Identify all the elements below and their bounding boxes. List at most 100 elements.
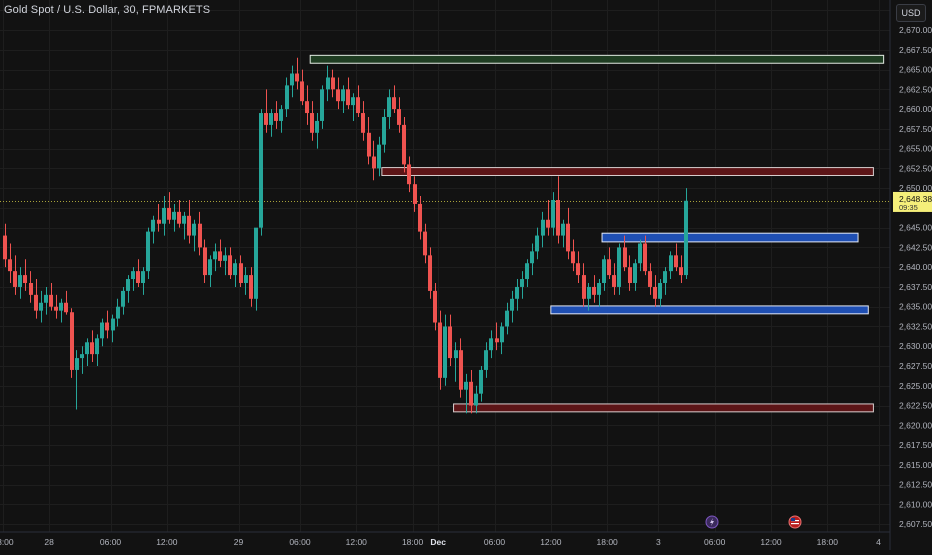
time-tick-label: 06:00 (100, 537, 122, 547)
candle-body (326, 77, 330, 90)
candle-body (623, 247, 627, 268)
candle-body (351, 97, 355, 106)
time-tick-label: 12:00 (540, 537, 562, 547)
candle-body (264, 113, 268, 125)
candle-body (566, 223, 570, 252)
candle-body (479, 369, 483, 394)
candle-body (111, 318, 115, 331)
candle-body (254, 227, 258, 299)
price-tick-label: 2,625.00 (899, 381, 932, 391)
candle-body (208, 259, 212, 276)
candle-body (315, 120, 319, 133)
time-tick-label: 06:00 (289, 537, 311, 547)
price-tick-label: 2,660.00 (899, 104, 932, 114)
time-tick-label: 12:00 (156, 537, 178, 547)
candle-body (59, 302, 63, 311)
candle-body (13, 271, 17, 287)
candle-body (228, 255, 232, 276)
candle-body (582, 275, 586, 299)
candle-body (617, 247, 621, 287)
candle-body (418, 203, 422, 232)
candle-body (367, 132, 371, 157)
candle-body (39, 302, 43, 311)
time-tick-label: 3 (656, 537, 661, 547)
candle-body (177, 211, 181, 224)
time-tick-label: 18:00 (817, 537, 839, 547)
candle-body (187, 215, 191, 236)
candle-body (341, 89, 345, 102)
candle-body (500, 326, 504, 343)
time-tick-label: 28 (44, 537, 54, 547)
candle-body (423, 231, 427, 256)
candle-body (198, 223, 202, 248)
demand-zone-lower[interactable] (550, 305, 869, 315)
candle-body (295, 73, 299, 82)
candle-body (131, 271, 135, 280)
candle-body (331, 77, 335, 90)
candle-body (218, 251, 222, 261)
candle-body (505, 310, 509, 327)
candle-body (162, 207, 166, 224)
candle-body (556, 199, 560, 236)
candle-body (551, 199, 555, 228)
price-tick-label: 2,667.50 (899, 45, 932, 55)
candle-body (121, 290, 125, 307)
price-tick-label: 2,632.50 (899, 321, 932, 331)
candle-body (443, 326, 447, 378)
us-flag-icon[interactable] (788, 515, 802, 529)
candle-body (269, 113, 273, 125)
candle-body (653, 286, 657, 299)
candle-body (70, 312, 74, 370)
candle-body (305, 101, 309, 114)
candle-body (474, 393, 478, 406)
grid (0, 0, 890, 532)
candle-body (541, 219, 545, 236)
event-icons (705, 515, 802, 529)
candle-body (428, 255, 432, 291)
candle-body (49, 294, 53, 307)
lightning-icon[interactable] (705, 515, 719, 529)
candle-body (54, 306, 58, 311)
supply-zone-upper[interactable] (381, 167, 874, 176)
candle-body (658, 282, 662, 299)
zones (309, 54, 885, 413)
candle-body (407, 164, 411, 185)
candle-body (515, 286, 519, 299)
candle-body (530, 251, 534, 264)
candle-body (172, 211, 176, 220)
candle-body (182, 215, 186, 224)
candle-body (576, 263, 580, 276)
candle-body (448, 326, 452, 359)
demand-zone-upper[interactable] (601, 232, 859, 243)
time-axis[interactable]: 18:00 28 06:00 12:00 29 06:00 12:00 18:00 Dec 06:… (0, 537, 881, 547)
candle-body (8, 259, 12, 272)
candle-body (239, 263, 243, 283)
top-zone[interactable] (309, 54, 885, 64)
currency-button[interactable]: USD (896, 4, 926, 22)
chart-title: Gold Spot / U.S. Dollar, 30, FPMARKETS (4, 4, 211, 16)
price-tick-label: 2,665.00 (899, 65, 932, 75)
time-tick-label: 12:00 (346, 537, 368, 547)
price-tick-label: 2,627.50 (899, 361, 932, 371)
candle-body (141, 271, 145, 283)
price-tick-label: 2,637.50 (899, 282, 932, 292)
candle-body (674, 255, 678, 268)
candle-body (336, 89, 340, 102)
candle-body (459, 350, 463, 390)
price-tick-label: 2,662.50 (899, 84, 932, 94)
price-tick-label: 2,652.50 (899, 163, 932, 173)
candles (3, 57, 688, 414)
candle-body (151, 219, 155, 232)
candle-body (464, 381, 468, 390)
price-tick-label: 2,635.00 (899, 302, 932, 312)
supply-zone-lower[interactable] (453, 403, 874, 413)
candle-body (64, 302, 68, 313)
candle-body (520, 279, 524, 287)
price-tick-label: 2,607.50 (899, 519, 932, 529)
candle-body (612, 275, 616, 287)
candle-body (484, 350, 488, 370)
price-axis[interactable]: 2,670.00 2,667.50 2,665.00 2,662.50 2,660.00… (899, 25, 932, 529)
candle-body (495, 338, 499, 343)
